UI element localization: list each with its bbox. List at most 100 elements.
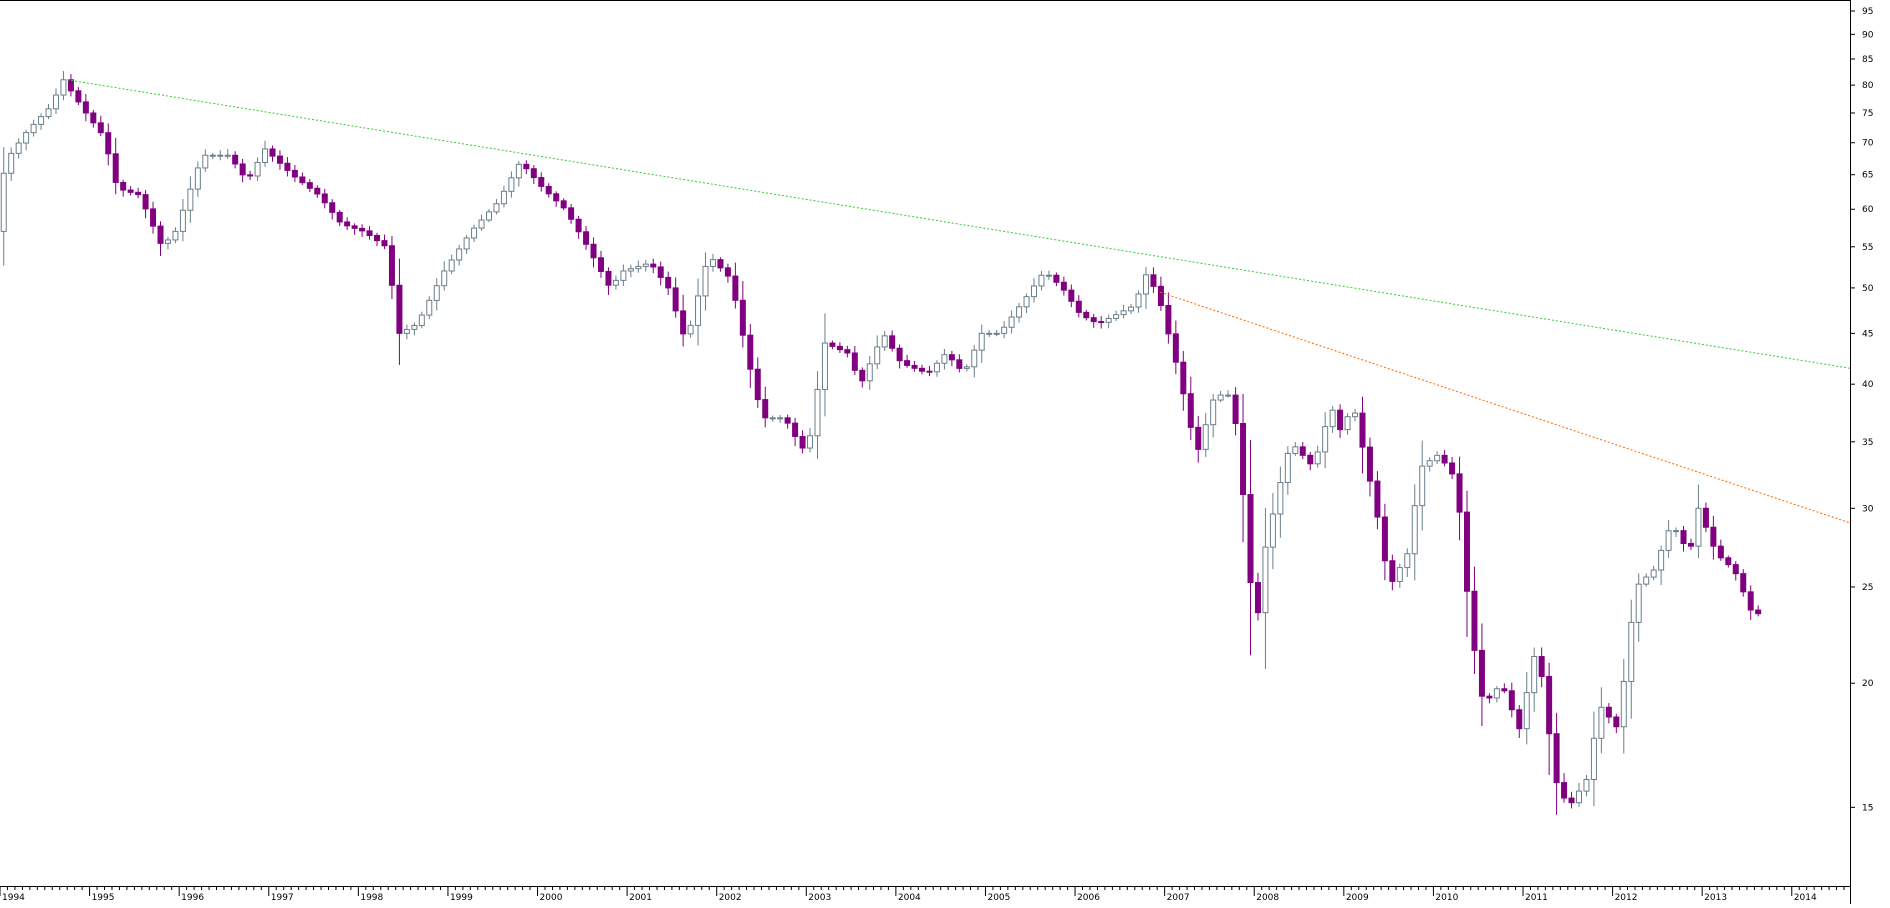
candle-body xyxy=(568,207,575,220)
candle-body xyxy=(15,142,22,154)
y-tick-label: 15 xyxy=(1862,803,1873,813)
candle-body xyxy=(82,101,89,114)
candle-body xyxy=(986,332,993,335)
candle-body xyxy=(926,370,933,373)
candle-body xyxy=(1635,583,1642,623)
candle-body xyxy=(403,328,410,334)
candle-body xyxy=(269,148,276,157)
candle-body xyxy=(224,154,231,157)
candle-body xyxy=(418,314,425,326)
candle-body xyxy=(1747,591,1754,611)
candle-body xyxy=(1732,564,1739,575)
candle-body xyxy=(680,310,687,335)
candle-body xyxy=(1128,306,1135,312)
candle-body xyxy=(351,225,358,229)
long-term-trend-line xyxy=(67,79,1851,369)
candle-body xyxy=(112,153,119,183)
candle-body xyxy=(1023,296,1030,308)
candle-body xyxy=(456,248,463,261)
candle-body xyxy=(874,346,881,365)
candle-body xyxy=(911,364,918,369)
x-tick-label: 1999 xyxy=(450,893,473,903)
y-tick-label: 20 xyxy=(1862,679,1874,689)
candle-body xyxy=(187,188,194,211)
candle-body xyxy=(463,237,470,250)
candle-body xyxy=(1717,545,1724,559)
candle-body xyxy=(1299,446,1306,456)
candle-body xyxy=(1083,311,1090,319)
candle-body xyxy=(1269,513,1276,548)
candle-body xyxy=(1411,505,1418,555)
candle-body xyxy=(1180,361,1187,395)
candle-body xyxy=(1464,511,1471,592)
candle-body xyxy=(1568,797,1575,804)
candle-body xyxy=(508,177,515,192)
candle-body xyxy=(1389,560,1396,582)
y-tick-label: 95 xyxy=(1862,7,1873,17)
candle-body xyxy=(254,161,261,177)
x-tick-label: 1996 xyxy=(181,893,204,903)
candle-body xyxy=(851,352,858,371)
candle-body xyxy=(262,148,269,163)
candle-body xyxy=(1142,274,1149,295)
candle-body xyxy=(1643,576,1650,585)
candle-body xyxy=(1396,567,1403,582)
candle-body xyxy=(904,360,911,366)
candle-body xyxy=(1538,656,1545,677)
candle-body xyxy=(1322,426,1329,453)
candle-body xyxy=(933,362,940,373)
candle-body xyxy=(597,257,604,272)
candle-body xyxy=(381,240,388,247)
candle-body xyxy=(1695,507,1702,547)
candle-body xyxy=(366,230,373,236)
candle-body xyxy=(1344,416,1351,431)
candle-body xyxy=(1053,274,1060,283)
candle-body xyxy=(836,345,843,351)
candle-body xyxy=(1658,549,1665,571)
candle-body xyxy=(844,349,851,354)
candle-body xyxy=(978,332,985,351)
candle-body xyxy=(276,155,283,164)
candle-body xyxy=(1687,542,1694,547)
y-tick-label: 80 xyxy=(1862,81,1874,91)
candle-body xyxy=(1680,530,1687,544)
candle-body xyxy=(1673,530,1680,533)
candle-body xyxy=(1008,316,1015,328)
candle-body xyxy=(1217,394,1224,401)
candle-body xyxy=(687,324,694,335)
candle-body xyxy=(314,187,321,195)
candle-body xyxy=(1068,289,1075,302)
candle-body xyxy=(247,174,254,177)
x-tick-label: 2001 xyxy=(629,893,652,903)
candle-body xyxy=(1650,569,1657,578)
candle-body xyxy=(0,172,7,232)
candle-body xyxy=(530,168,537,179)
candle-body xyxy=(1583,778,1590,792)
candle-body xyxy=(896,347,903,362)
candle-body xyxy=(1225,394,1232,397)
candle-body xyxy=(1523,692,1530,730)
candle-body xyxy=(433,285,440,301)
x-tick-label: 2007 xyxy=(1167,893,1190,903)
candle-body xyxy=(411,324,418,330)
candle-body xyxy=(1172,333,1179,363)
candle-body xyxy=(889,335,896,349)
candle-body xyxy=(1426,460,1433,467)
x-tick-label: 1995 xyxy=(92,893,115,903)
candle-body xyxy=(23,132,30,144)
x-tick-label: 2012 xyxy=(1615,893,1638,903)
candle-body xyxy=(1755,609,1762,615)
candle-body xyxy=(239,163,246,176)
candle-body xyxy=(642,263,649,267)
candle-body xyxy=(1060,281,1067,291)
candle-body xyxy=(612,279,619,286)
x-tick-label: 2008 xyxy=(1256,893,1279,903)
x-tick-label: 2013 xyxy=(1704,893,1727,903)
candle-body xyxy=(30,123,37,134)
candle-body xyxy=(1710,526,1717,547)
candle-body xyxy=(1113,314,1120,319)
candle-body xyxy=(209,154,216,157)
candle-body xyxy=(1157,285,1164,307)
candle-body xyxy=(1404,553,1411,569)
